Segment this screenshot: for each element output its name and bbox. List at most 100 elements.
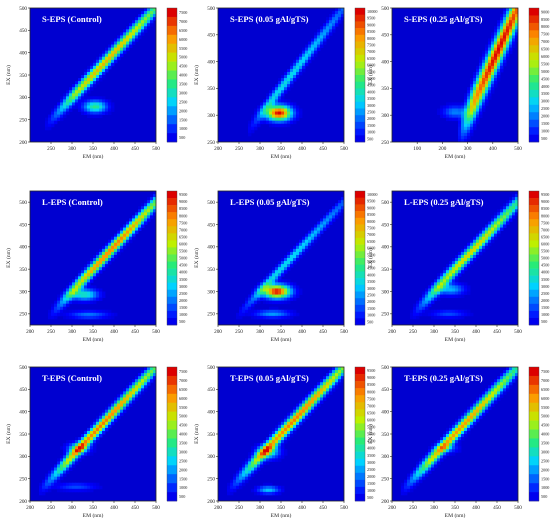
colorbar-swatch	[167, 52, 177, 62]
colorbar-swatch	[355, 423, 365, 431]
colorbar-label: 2000	[541, 114, 549, 119]
y-tick-label: 250	[19, 312, 27, 318]
colorbar-swatch	[167, 191, 177, 199]
colorbar-label: 500	[179, 135, 185, 140]
colorbar-label: 4500	[541, 76, 549, 81]
colorbar-swatch	[167, 205, 177, 213]
colorbar-swatch	[355, 224, 365, 232]
colorbar-swatch	[529, 8, 539, 16]
x-tick-label: 500	[514, 505, 522, 511]
colorbar-swatch	[529, 465, 539, 475]
colorbar-label: 3000	[367, 460, 375, 465]
colorbar-swatch	[167, 367, 177, 377]
colorbar-swatch	[355, 298, 365, 306]
y-tick-label: 400	[19, 245, 27, 251]
colorbar-label: 6500	[541, 234, 549, 239]
colorbar-label: 7500	[367, 42, 375, 47]
colorbar-swatch	[529, 134, 539, 143]
x-tick-label: 300	[256, 505, 264, 511]
x-tick-label: 350	[89, 505, 97, 511]
y-tick-label: 450	[207, 33, 215, 39]
colorbar-swatch	[355, 68, 365, 76]
colorbar-swatch	[167, 124, 177, 134]
colorbar-label: 1000	[179, 126, 187, 131]
colorbar-swatch	[529, 226, 539, 234]
colorbar-label: 6000	[541, 54, 549, 59]
colorbar-swatch	[167, 115, 177, 125]
x-tick-label: 200	[388, 505, 396, 511]
colorbar: 9500 9000 8500 8000 7500 7000 6500 6000 5500 5000…	[354, 366, 375, 502]
colorbar-swatch	[167, 447, 177, 457]
colorbar-label: 2500	[367, 292, 375, 297]
colorbar-swatch	[167, 88, 177, 98]
y-tick-label: 250	[207, 312, 215, 318]
x-tick-label: 200	[214, 329, 222, 335]
colorbar-label: 2000	[541, 467, 549, 472]
colorbar-label: 6000	[367, 63, 375, 68]
colorbar-swatch	[355, 479, 365, 488]
colorbar-swatch	[529, 384, 539, 395]
colorbar-swatch	[355, 388, 365, 396]
x-tick-label: 450	[319, 329, 327, 335]
x-tick-label: 450	[493, 329, 501, 335]
colorbar-swatch	[529, 492, 539, 502]
colorbar-label: 500	[367, 136, 373, 141]
colorbar-swatch	[529, 402, 539, 412]
eem-panel-5: L-EPS (0.05 gAl/gTS) 200 250 300 350 400 450 50…	[193, 190, 377, 343]
colorbar-label: 4000	[367, 272, 375, 277]
colorbar-label: 3500	[179, 82, 187, 87]
x-tick-label: 200	[214, 505, 222, 511]
y-tick-label: 400	[381, 59, 389, 65]
y-tick-label: 300	[19, 454, 27, 460]
colorbar-swatch	[529, 75, 539, 83]
x-tick-label: 450	[493, 505, 501, 511]
colorbar-swatch	[355, 472, 365, 481]
colorbar-swatch	[167, 465, 177, 475]
x-axis-label: EM (nm)	[445, 512, 466, 519]
colorbar-label: 5000	[541, 69, 549, 74]
colorbar-swatch	[355, 211, 365, 219]
colorbar-label: 6500	[367, 410, 375, 415]
colorbar-swatch	[529, 420, 539, 430]
x-tick-label: 450	[131, 329, 139, 335]
colorbar-label: 9000	[179, 199, 187, 204]
plot-frame	[391, 7, 519, 143]
colorbar-swatch	[355, 437, 365, 445]
colorbar-label: 1000	[367, 488, 375, 493]
y-tick-label: 350	[19, 432, 27, 438]
colorbar-swatch	[167, 133, 177, 143]
y-tick-label: 350	[381, 267, 389, 273]
colorbar-swatch	[355, 28, 365, 36]
colorbar-label: 3000	[179, 90, 187, 95]
x-tick-label: 400	[472, 505, 480, 511]
y-tick-label: 500	[207, 6, 215, 12]
colorbar-label: 5000	[367, 76, 375, 81]
x-tick-label: 250	[235, 329, 243, 335]
colorbar-label: 8000	[367, 36, 375, 41]
intensity-field	[392, 367, 518, 501]
colorbar-swatch	[167, 8, 177, 18]
colorbar-label: 4500	[179, 423, 187, 428]
colorbar-swatch	[167, 411, 177, 421]
y-axis-label: EX (nm)	[367, 65, 374, 85]
colorbar-label: 5000	[367, 259, 375, 264]
colorbar-label: 3000	[541, 99, 549, 104]
colorbar-label: 9000	[367, 375, 375, 380]
colorbar-label: 2500	[179, 291, 187, 296]
colorbar-label: 1000	[541, 128, 549, 133]
colorbar-swatch	[355, 48, 365, 56]
colorbar-swatch	[355, 318, 365, 326]
colorbar-label: 7500	[541, 32, 549, 37]
eem-panel-8: T-EPS (0.05 gAl/gTS) 200 250 300 350 400 450 50…	[193, 365, 375, 519]
colorbar-label: 4500	[367, 83, 375, 88]
colorbar-label: 7500	[541, 369, 549, 374]
colorbar-swatch	[529, 429, 539, 439]
colorbar-swatch	[167, 106, 177, 116]
colorbar-label: 4000	[367, 446, 375, 451]
colorbar-label: 8000	[367, 219, 375, 224]
colorbar-label: 500	[541, 136, 547, 141]
colorbar-label: 3500	[541, 441, 549, 446]
y-tick-label: 500	[207, 365, 215, 371]
colorbar-label: 2500	[179, 99, 187, 104]
